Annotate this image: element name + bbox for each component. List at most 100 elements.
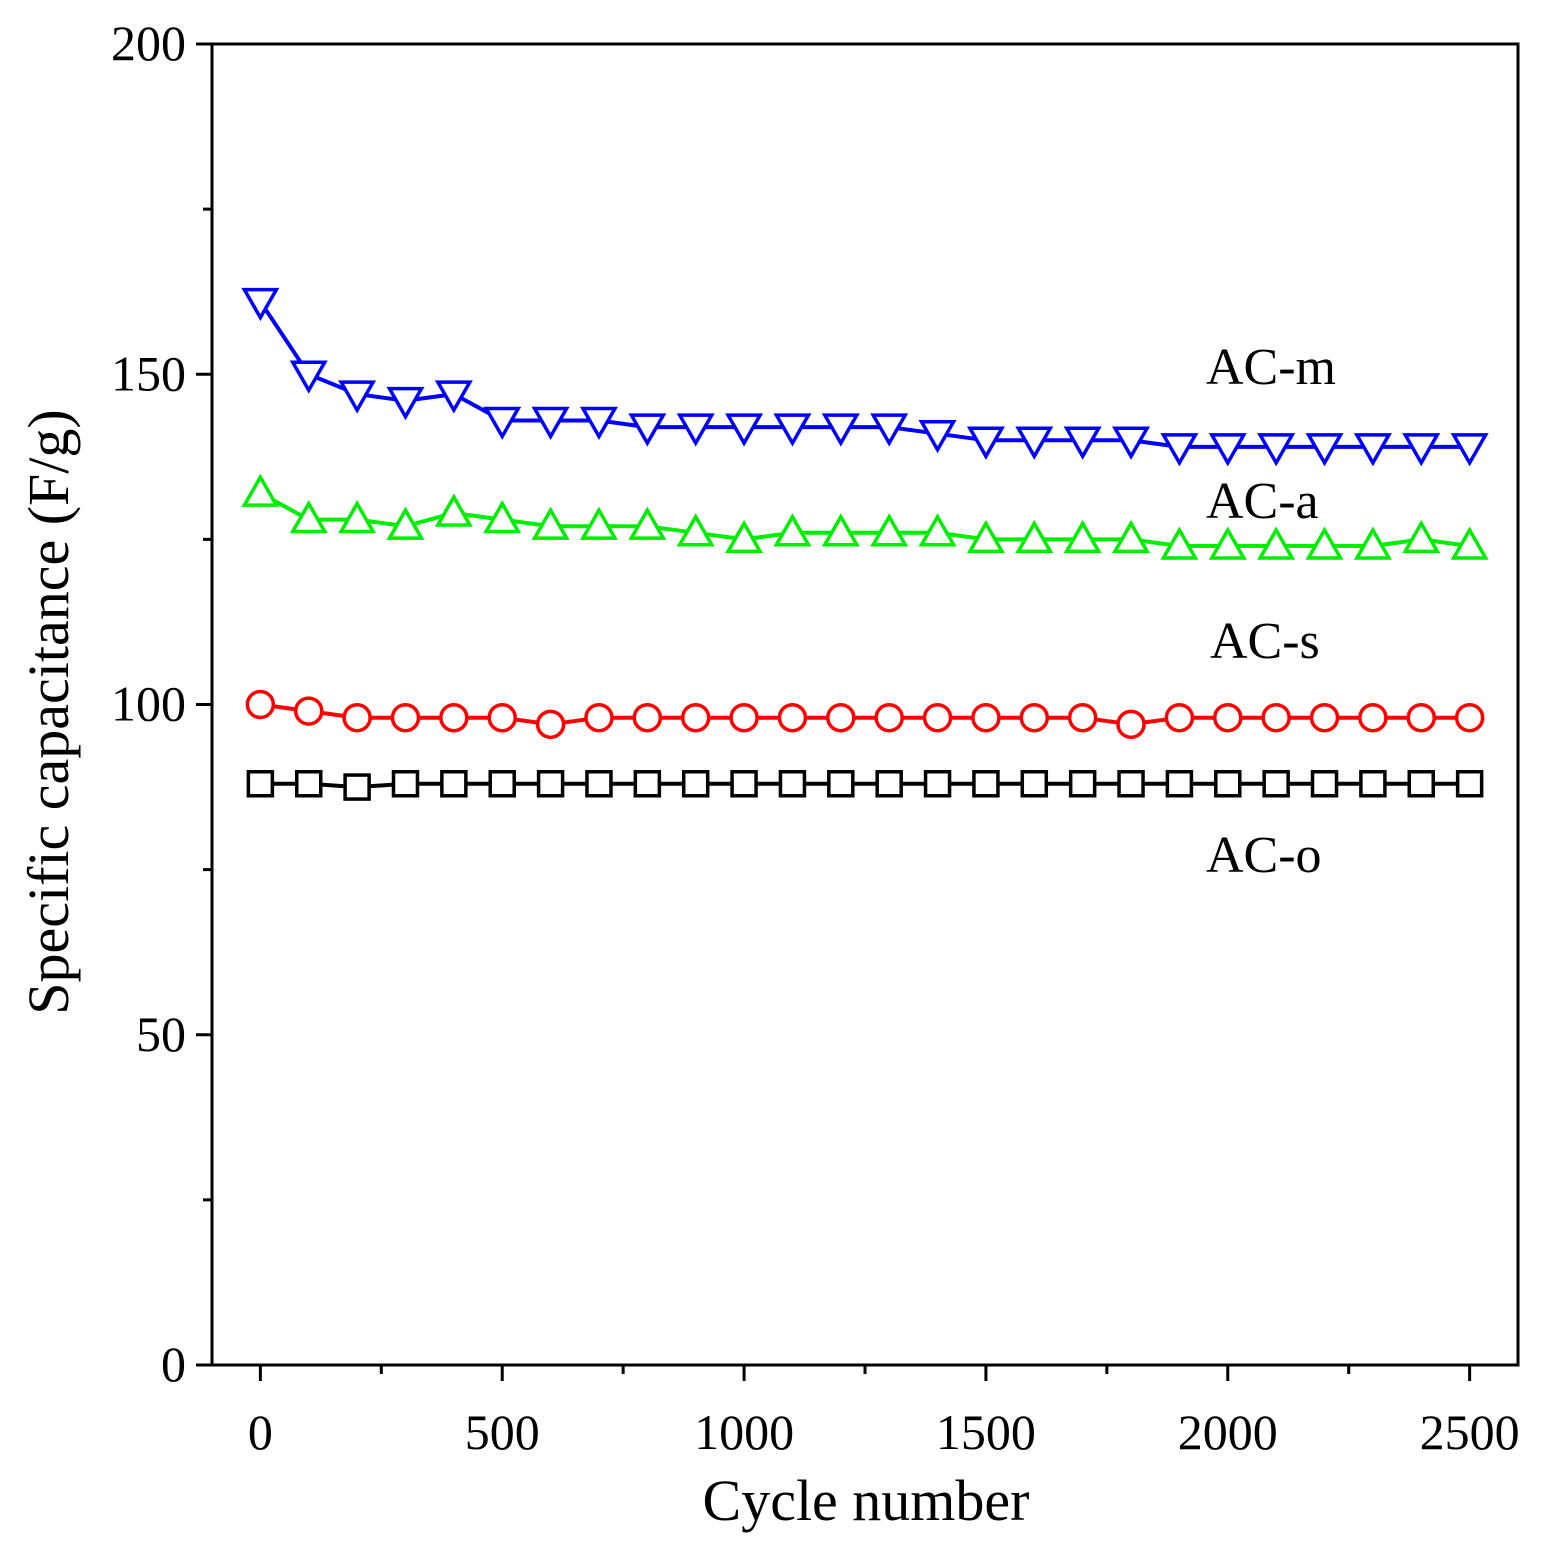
data-point-ac-a xyxy=(241,473,280,507)
data-point-ac-o xyxy=(294,770,323,798)
data-point-ac-a xyxy=(1063,519,1102,554)
data-point-ac-m xyxy=(483,406,522,441)
x-tick-label: 2000 xyxy=(1178,1404,1278,1460)
data-point-ac-m xyxy=(870,413,909,447)
data-point-ac-a xyxy=(1112,519,1151,554)
data-point-ac-s xyxy=(439,702,469,733)
data-point-ac-a xyxy=(1208,526,1247,560)
data-point-ac-o xyxy=(1455,770,1484,798)
data-point-ac-m xyxy=(773,413,812,447)
data-point-ac-m xyxy=(1208,433,1247,467)
data-point-ac-m xyxy=(725,413,764,447)
data-point-ac-a xyxy=(579,506,618,540)
data-point-ac-o xyxy=(681,770,710,798)
data-point-ac-a xyxy=(1353,526,1392,560)
data-point-ac-m xyxy=(1305,433,1344,467)
data-point-ac-a xyxy=(386,506,425,540)
data-point-ac-a xyxy=(1160,526,1199,560)
data-point-ac-o xyxy=(827,770,855,798)
data-point-ac-s xyxy=(342,702,372,733)
data-point-ac-o xyxy=(246,770,275,798)
y-tick-label: 200 xyxy=(111,15,186,71)
series-label-ac-o: AC-o xyxy=(1206,827,1322,884)
data-point-ac-a xyxy=(483,500,522,534)
data-point-ac-o xyxy=(1310,770,1339,798)
data-point-ac-s xyxy=(1309,702,1340,733)
data-point-ac-s xyxy=(632,702,663,733)
data-point-ac-o xyxy=(391,770,420,798)
data-point-ac-s xyxy=(680,702,711,733)
data-point-ac-s xyxy=(1358,702,1388,733)
data-point-ac-o xyxy=(440,770,468,798)
data-point-ac-s xyxy=(390,702,421,733)
data-point-ac-a xyxy=(773,513,812,547)
data-point-ac-m xyxy=(1450,433,1489,467)
data-point-ac-s xyxy=(487,702,517,733)
data-point-ac-a xyxy=(966,519,1005,554)
plot-layer xyxy=(241,287,1489,801)
axes-layer: 0 500 1000 1500 2000 2500 0 50 100 150 200 xyxy=(111,15,1520,1460)
x-tick-label: 0 xyxy=(248,1404,273,1460)
data-point-ac-m xyxy=(1257,433,1296,467)
y-tick-label: 0 xyxy=(161,1336,186,1392)
x-tick-label: 1000 xyxy=(694,1404,794,1460)
data-point-ac-m xyxy=(918,419,957,454)
data-point-ac-m xyxy=(386,386,425,421)
data-point-ac-o xyxy=(1068,770,1097,798)
series-label-ac-a: AC-a xyxy=(1206,473,1319,530)
data-point-ac-a xyxy=(676,513,715,547)
series-label-ac-s: AC-s xyxy=(1210,613,1320,670)
data-point-ac-o xyxy=(488,770,516,798)
data-point-ac-o xyxy=(730,770,758,798)
data-point-ac-s xyxy=(535,709,566,740)
series-label-ac-m: AC-m xyxy=(1206,339,1336,396)
series-ac-a xyxy=(241,473,1489,560)
data-point-ac-m xyxy=(1160,433,1199,467)
data-point-ac-s xyxy=(1213,702,1243,733)
data-point-ac-a xyxy=(918,513,957,547)
data-point-ac-s xyxy=(245,689,276,720)
data-point-ac-o xyxy=(1407,770,1436,798)
data-point-ac-s xyxy=(1067,702,1098,733)
data-point-ac-o xyxy=(633,770,662,798)
data-point-ac-s xyxy=(293,696,324,726)
y-axis-title: Specific capacitance (F/g) xyxy=(16,409,81,1014)
data-point-ac-m xyxy=(966,426,1005,460)
data-point-ac-a xyxy=(1257,526,1296,560)
data-point-ac-o xyxy=(1262,770,1290,798)
data-point-ac-m xyxy=(1353,433,1392,467)
data-point-ac-a xyxy=(725,519,764,554)
data-point-ac-m xyxy=(628,413,667,447)
data-point-ac-m xyxy=(579,406,618,441)
series-ac-o xyxy=(246,770,1484,801)
data-point-ac-o xyxy=(1117,770,1145,798)
data-point-ac-a xyxy=(289,500,328,534)
data-point-ac-s xyxy=(1406,702,1437,733)
data-point-ac-m xyxy=(531,406,570,441)
data-point-ac-m xyxy=(289,360,328,394)
data-point-ac-a xyxy=(1450,526,1489,560)
data-point-ac-o xyxy=(923,770,952,798)
data-point-ac-a xyxy=(1305,526,1344,560)
y-tick-label: 50 xyxy=(136,1006,186,1062)
data-point-ac-o xyxy=(778,770,807,798)
data-point-ac-o xyxy=(972,770,1000,798)
data-point-ac-m xyxy=(1015,426,1054,460)
data-point-ac-m xyxy=(338,380,377,414)
data-point-ac-s xyxy=(1019,702,1050,733)
x-axis-title: Cycle number xyxy=(703,1468,1030,1533)
data-point-ac-m xyxy=(241,287,280,322)
data-point-ac-m xyxy=(434,380,473,414)
data-point-ac-s xyxy=(729,702,759,733)
data-point-ac-o xyxy=(536,770,565,798)
data-point-ac-m xyxy=(1112,426,1151,460)
data-point-ac-o xyxy=(875,770,903,798)
series-ac-m xyxy=(241,287,1489,467)
x-tick-label: 500 xyxy=(465,1404,540,1460)
data-point-ac-o xyxy=(585,770,613,798)
y-tick-label: 100 xyxy=(111,676,186,732)
data-point-ac-a xyxy=(434,493,473,527)
data-point-ac-a xyxy=(338,500,377,534)
